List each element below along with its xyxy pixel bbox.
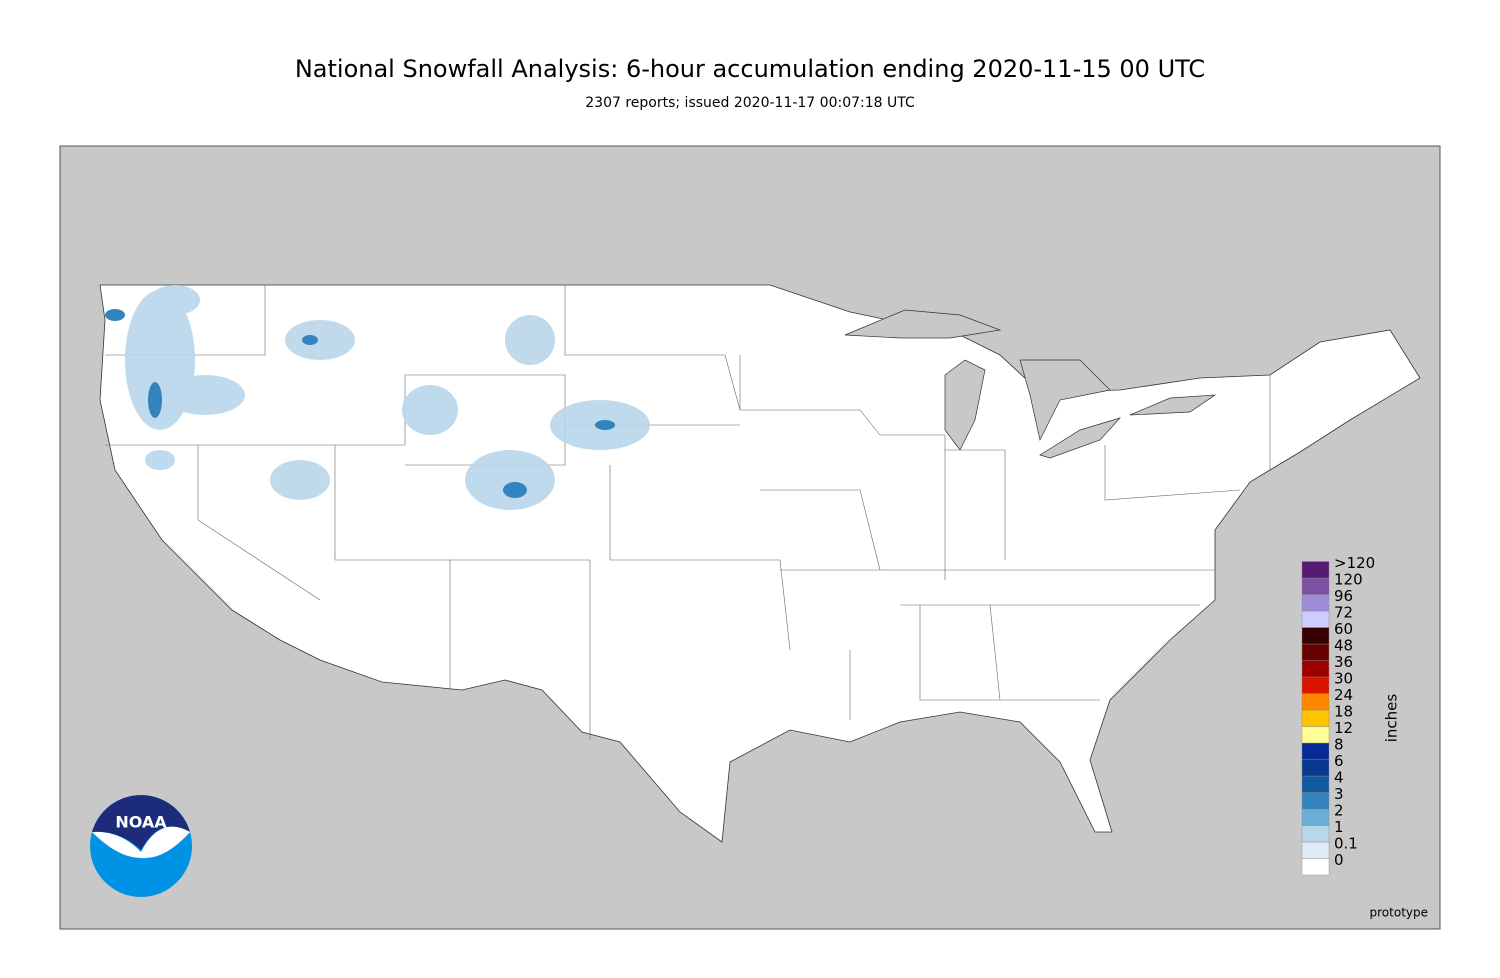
legend-swatch (1301, 577, 1330, 595)
legend-label: 30 (1334, 670, 1353, 688)
legend-swatch (1301, 759, 1330, 777)
legend-unit: inches (1383, 694, 1401, 743)
legend-label: 18 (1334, 703, 1353, 721)
legend-swatch (1301, 775, 1330, 793)
legend-swatch (1301, 643, 1330, 661)
legend-label: 36 (1334, 653, 1353, 671)
legend-swatch (1301, 726, 1330, 744)
noaa-logo: NOAA (90, 795, 192, 897)
legend-label: 120 (1334, 571, 1363, 589)
legend-swatch (1301, 594, 1330, 612)
legend-label: 0 (1334, 851, 1344, 869)
legend-swatch (1301, 709, 1330, 727)
legend-label: >120 (1334, 554, 1375, 572)
legend-label: 3 (1334, 785, 1344, 803)
legend-swatch (1301, 792, 1330, 810)
legend-swatch (1301, 610, 1330, 628)
legend-swatch (1301, 627, 1330, 645)
legend-swatch (1301, 841, 1330, 859)
legend-label: 2 (1334, 802, 1344, 820)
legend-label: 12 (1334, 719, 1353, 737)
snow-areas (105, 285, 650, 510)
legend-swatch (1301, 825, 1330, 843)
legend-label: 0.1 (1334, 835, 1358, 853)
legend-label: 4 (1334, 769, 1344, 787)
legend-swatch (1301, 742, 1330, 760)
legend-label: 24 (1334, 686, 1353, 704)
legend-label: 60 (1334, 620, 1353, 638)
subtitle: 2307 reports; issued 2020-11-17 00:07:18… (585, 95, 915, 111)
legend-swatch (1301, 808, 1330, 826)
legend-swatch (1301, 660, 1330, 678)
legend-label: 1 (1334, 818, 1344, 836)
legend-swatch (1301, 676, 1330, 694)
legend-label: 6 (1334, 752, 1344, 770)
great-lakes (844, 309, 1217, 459)
legend-swatch (1301, 858, 1330, 876)
title: National Snowfall Analysis: 6-hour accum… (295, 55, 1205, 83)
legend-swatch (1301, 693, 1330, 711)
legend-label: 72 (1334, 604, 1353, 622)
legend-swatch (1301, 561, 1330, 579)
legend-label: 8 (1334, 736, 1344, 754)
logo-text: NOAA (115, 813, 167, 832)
legend-label: 48 (1334, 637, 1353, 655)
map (59, 145, 1441, 930)
prototype-note: prototype (1370, 906, 1428, 920)
legend-label: 96 (1334, 587, 1353, 605)
